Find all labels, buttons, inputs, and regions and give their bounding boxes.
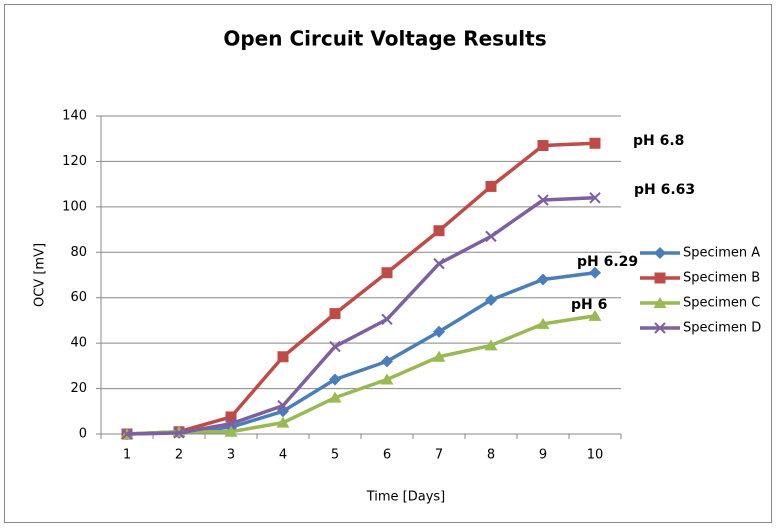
annotation: pH 6 bbox=[571, 297, 607, 313]
x-tick-label: 10 bbox=[587, 448, 604, 463]
marker bbox=[277, 351, 289, 363]
legend-label: Specimen C bbox=[683, 296, 760, 311]
x-tick-label: 3 bbox=[227, 448, 235, 463]
x-axis-label: Time [Days] bbox=[366, 490, 446, 505]
y-axis-label: OCV [mV] bbox=[33, 243, 48, 307]
marker bbox=[433, 325, 445, 338]
legend-label: Specimen B bbox=[683, 271, 760, 286]
annotation: pH 6.63 bbox=[634, 182, 695, 198]
marker bbox=[537, 194, 549, 206]
marker bbox=[225, 411, 237, 423]
marker bbox=[381, 267, 393, 279]
marker bbox=[536, 317, 550, 329]
x-tick-label: 4 bbox=[279, 448, 287, 463]
y-tick-label: 0 bbox=[79, 427, 87, 442]
y-tick-label: 120 bbox=[62, 154, 87, 169]
y-tick-label: 40 bbox=[70, 336, 87, 351]
marker bbox=[329, 340, 341, 353]
marker bbox=[654, 272, 666, 284]
marker bbox=[589, 192, 601, 204]
x-tick-label: 7 bbox=[435, 448, 443, 463]
y-tick-label: 80 bbox=[70, 245, 87, 260]
marker bbox=[277, 399, 289, 412]
annotation: pH 6.29 bbox=[577, 254, 638, 270]
marker bbox=[380, 373, 394, 385]
marker bbox=[485, 180, 497, 192]
marker bbox=[328, 391, 342, 403]
x-tick-label: 8 bbox=[487, 448, 495, 463]
legend-label: Specimen A bbox=[683, 246, 760, 261]
legend-label: Specimen D bbox=[683, 321, 761, 336]
marker bbox=[537, 140, 549, 152]
marker bbox=[329, 308, 341, 320]
marker bbox=[653, 297, 667, 308]
y-tick-label: 60 bbox=[70, 290, 87, 305]
marker bbox=[173, 427, 185, 439]
y-tick-label: 100 bbox=[62, 199, 87, 214]
marker bbox=[224, 425, 238, 437]
marker bbox=[485, 230, 497, 243]
marker bbox=[654, 247, 666, 259]
marker bbox=[485, 293, 497, 306]
y-tick-label: 20 bbox=[70, 381, 87, 396]
x-tick-label: 2 bbox=[175, 448, 183, 463]
marker bbox=[484, 339, 498, 351]
chart-title: Open Circuit Voltage Results bbox=[223, 27, 546, 51]
x-tick-label: 5 bbox=[331, 448, 339, 463]
marker bbox=[537, 273, 549, 286]
marker bbox=[433, 257, 445, 270]
x-tick-label: 9 bbox=[539, 448, 547, 463]
series-line bbox=[126, 314, 596, 436]
marker bbox=[588, 309, 602, 321]
x-tick-label: 6 bbox=[383, 448, 391, 463]
marker bbox=[381, 313, 393, 326]
marker bbox=[225, 418, 237, 430]
marker bbox=[433, 225, 445, 237]
y-tick-label: 140 bbox=[62, 109, 87, 124]
series-line bbox=[126, 196, 596, 436]
marker bbox=[381, 355, 393, 368]
marker bbox=[589, 137, 601, 149]
chart-frame bbox=[4, 4, 772, 523]
marker bbox=[654, 322, 666, 334]
x-tick-label: 1 bbox=[123, 448, 131, 463]
marker bbox=[432, 350, 446, 362]
marker bbox=[276, 416, 290, 428]
series-line bbox=[126, 141, 596, 436]
marker bbox=[121, 428, 133, 440]
marker bbox=[589, 266, 601, 279]
annotation: pH 6.8 bbox=[633, 133, 684, 149]
marker bbox=[329, 373, 341, 386]
